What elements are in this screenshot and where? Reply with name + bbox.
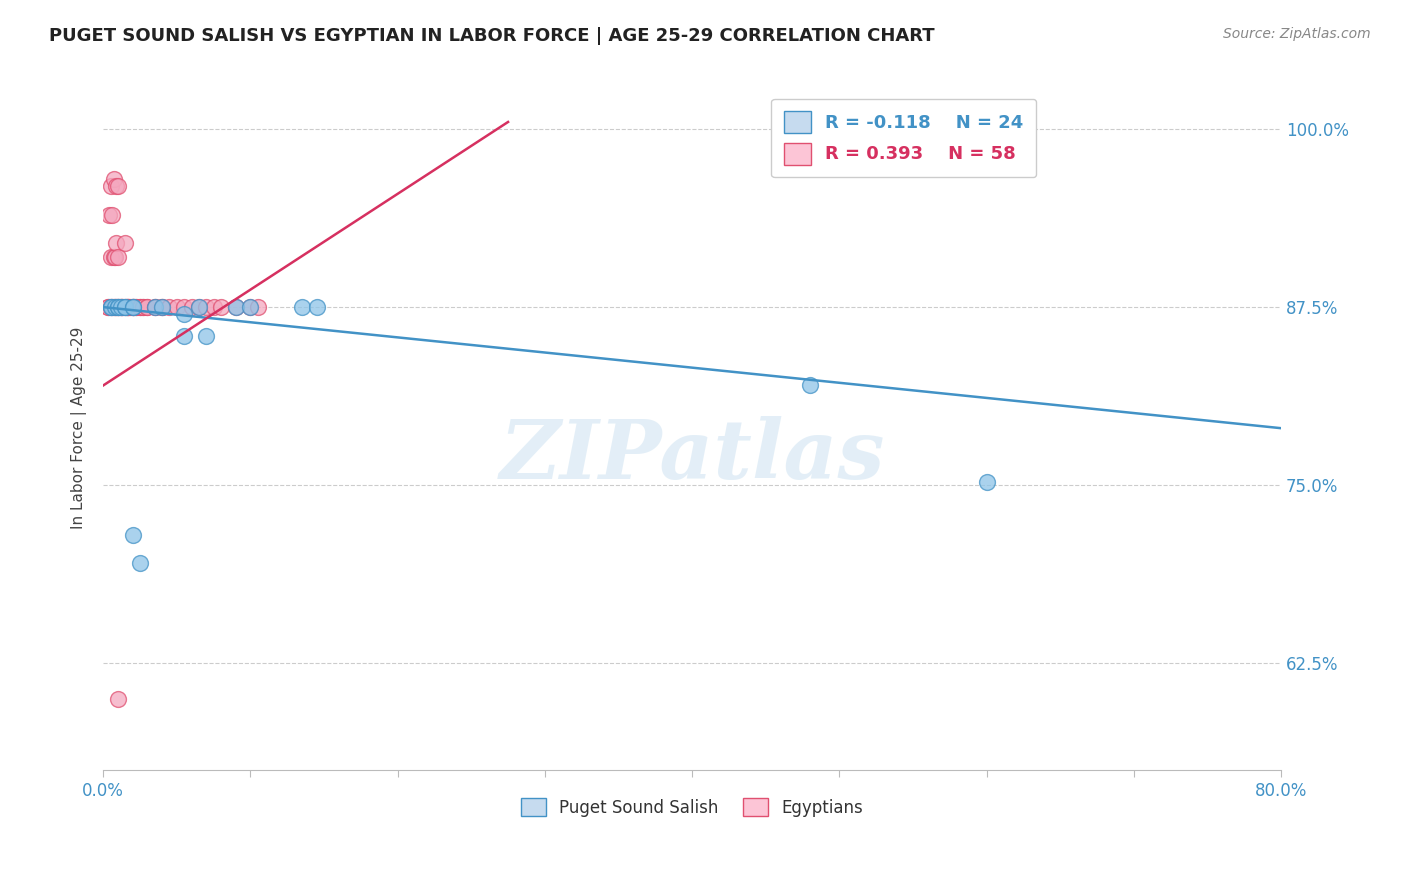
- Point: [111, 300, 134, 314]
- Point: [187, 300, 209, 314]
- Point: [104, 300, 127, 314]
- Point: [209, 300, 232, 314]
- Point: [121, 300, 143, 314]
- Point: [114, 235, 136, 250]
- Point: [110, 300, 132, 314]
- Point: [239, 300, 262, 314]
- Point: [107, 300, 129, 314]
- Point: [101, 208, 124, 222]
- Point: [117, 300, 139, 314]
- Point: [305, 300, 328, 314]
- Point: [100, 300, 122, 314]
- Point: [150, 300, 173, 314]
- Point: [107, 179, 129, 194]
- Point: [115, 300, 138, 314]
- Point: [225, 300, 247, 314]
- Point: [246, 300, 269, 314]
- Point: [111, 300, 134, 314]
- Point: [195, 328, 218, 343]
- Point: [173, 300, 195, 314]
- Point: [114, 300, 136, 314]
- Text: PUGET SOUND SALISH VS EGYPTIAN IN LABOR FORCE | AGE 25-29 CORRELATION CHART: PUGET SOUND SALISH VS EGYPTIAN IN LABOR …: [49, 27, 935, 45]
- Point: [105, 235, 128, 250]
- Point: [107, 250, 129, 264]
- Text: Source: ZipAtlas.com: Source: ZipAtlas.com: [1223, 27, 1371, 41]
- Point: [100, 250, 122, 264]
- Point: [976, 475, 998, 490]
- Point: [136, 300, 159, 314]
- Point: [150, 300, 173, 314]
- Point: [105, 179, 128, 194]
- Point: [100, 179, 122, 194]
- Point: [202, 300, 225, 314]
- Point: [101, 300, 124, 314]
- Point: [103, 250, 125, 264]
- Point: [110, 300, 132, 314]
- Point: [121, 300, 143, 314]
- Point: [143, 300, 166, 314]
- Point: [239, 300, 262, 314]
- Text: ZIPatlas: ZIPatlas: [499, 416, 884, 496]
- Point: [114, 300, 136, 314]
- Point: [98, 208, 121, 222]
- Point: [97, 300, 120, 314]
- Point: [173, 328, 195, 343]
- Point: [291, 300, 314, 314]
- Point: [114, 300, 136, 314]
- Point: [121, 528, 143, 542]
- Point: [107, 300, 129, 314]
- Point: [103, 172, 125, 186]
- Point: [117, 300, 139, 314]
- Point: [110, 300, 132, 314]
- Point: [187, 300, 209, 314]
- Point: [136, 300, 159, 314]
- Point: [100, 300, 122, 314]
- Point: [105, 300, 128, 314]
- Point: [129, 300, 152, 314]
- Point: [132, 300, 155, 314]
- Point: [195, 300, 218, 314]
- Point: [115, 300, 138, 314]
- Point: [107, 300, 129, 314]
- Point: [180, 300, 202, 314]
- Point: [121, 300, 143, 314]
- Point: [121, 300, 143, 314]
- Y-axis label: In Labor Force | Age 25-29: In Labor Force | Age 25-29: [72, 327, 87, 529]
- Point: [129, 557, 152, 571]
- Point: [104, 300, 127, 314]
- Point: [97, 300, 120, 314]
- Point: [150, 300, 173, 314]
- Point: [107, 300, 129, 314]
- Point: [121, 300, 143, 314]
- Point: [104, 250, 127, 264]
- Point: [159, 300, 181, 314]
- Point: [118, 300, 141, 314]
- Point: [103, 300, 125, 314]
- Point: [107, 691, 129, 706]
- Legend: Puget Sound Salish, Egyptians: Puget Sound Salish, Egyptians: [515, 791, 870, 823]
- Point: [100, 300, 122, 314]
- Point: [143, 300, 166, 314]
- Point: [799, 378, 821, 392]
- Point: [132, 300, 155, 314]
- Point: [143, 300, 166, 314]
- Point: [124, 300, 146, 314]
- Point: [166, 300, 188, 314]
- Point: [225, 300, 247, 314]
- Point: [129, 300, 152, 314]
- Point: [173, 307, 195, 321]
- Point: [124, 300, 146, 314]
